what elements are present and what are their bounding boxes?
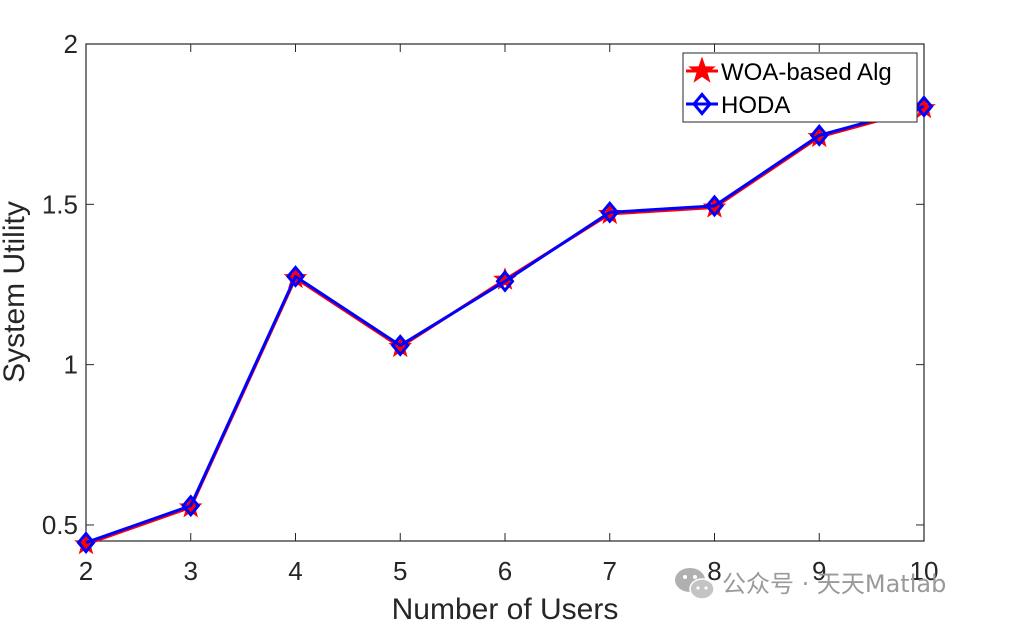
x-tick-label: 3 bbox=[184, 556, 198, 586]
legend-label-hoda: HODA bbox=[721, 92, 790, 119]
y-tick-label: 0.5 bbox=[42, 510, 78, 540]
x-tick-label: 6 bbox=[498, 556, 512, 586]
legend-diamond-marker bbox=[692, 92, 712, 116]
x-tick-label: 4 bbox=[288, 556, 302, 586]
legend-label-woa: WOA-based Alg bbox=[721, 59, 892, 86]
data-point-diamond bbox=[600, 200, 620, 224]
data-point-diamond bbox=[809, 124, 829, 147]
tick-labels: 2 3 4 5 6 7 8 9 10 0.5 1 1.5 2 bbox=[42, 29, 939, 586]
data-point-diamond bbox=[495, 269, 515, 293]
watermark: 公众号 · 天天Matlab bbox=[675, 568, 946, 600]
watermark-text: 公众号 · 天天Matlab bbox=[722, 570, 946, 598]
x-tick-label: 7 bbox=[603, 556, 617, 586]
legend: WOA-based Alg HODA bbox=[682, 52, 918, 123]
data-point-diamond bbox=[914, 95, 934, 118]
data-point-diamond bbox=[286, 265, 305, 288]
data-point-diamond bbox=[181, 494, 201, 518]
y-axis-label: System Utility bbox=[0, 201, 31, 383]
legend-box bbox=[682, 52, 918, 123]
series-hoda bbox=[76, 95, 934, 554]
legend-entry-woa: WOA-based Alg bbox=[686, 56, 892, 86]
legend-star-marker bbox=[688, 56, 716, 83]
y-tick-label: 1 bbox=[64, 350, 78, 380]
series-line bbox=[85, 105, 925, 545]
data-series bbox=[74, 95, 936, 555]
x-tick-label: 10 bbox=[910, 556, 939, 586]
y-tick-label: 2 bbox=[64, 29, 78, 59]
axis-ticks bbox=[85, 43, 925, 541]
data-point-diamond bbox=[390, 334, 410, 357]
legend-entry-hoda: HODA bbox=[686, 92, 790, 119]
y-tick-label: 1.5 bbox=[42, 189, 78, 219]
data-point-diamond bbox=[705, 194, 724, 218]
x-tick-label: 5 bbox=[393, 556, 407, 586]
x-tick-label: 9 bbox=[812, 556, 826, 586]
x-tick-label: 2 bbox=[79, 556, 93, 586]
wechat-icon bbox=[675, 568, 715, 600]
x-tick-label: 8 bbox=[707, 556, 721, 586]
data-point-diamond bbox=[76, 531, 96, 554]
x-axis-label: Number of Users bbox=[392, 593, 619, 626]
